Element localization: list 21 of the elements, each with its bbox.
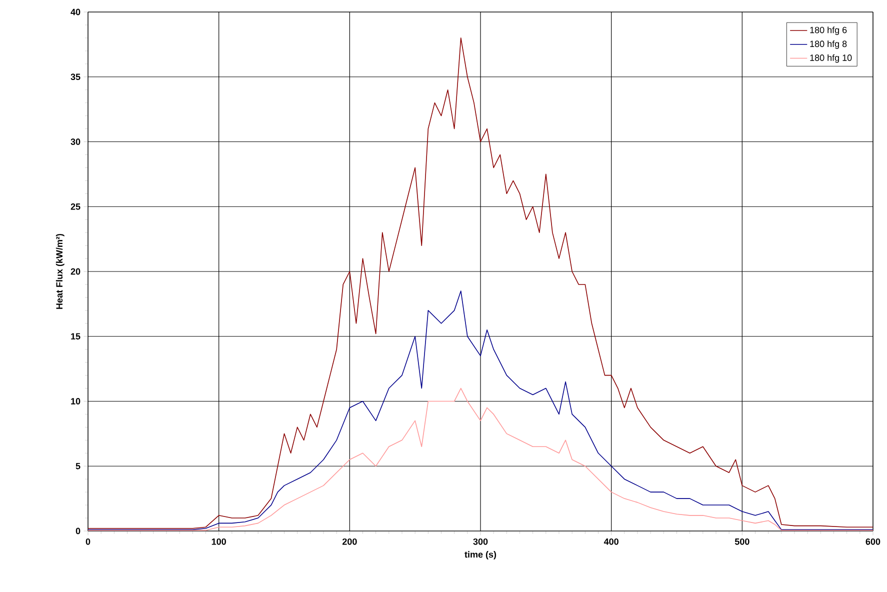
legend-label: 180 hfg 6 bbox=[810, 26, 847, 35]
x-tick-label: 600 bbox=[866, 538, 880, 545]
x-axis-title: time (s) bbox=[464, 551, 496, 560]
legend-label: 180 hfg 8 bbox=[810, 40, 847, 49]
x-tick-label: 500 bbox=[734, 538, 750, 545]
y-axis-title: Heat Flux (kW/m²) bbox=[56, 234, 64, 309]
y-tick-label: 35 bbox=[70, 74, 80, 80]
legend-label: 180 hfg 10 bbox=[810, 54, 852, 63]
y-tick-label: 15 bbox=[71, 333, 80, 340]
x-tick-label: 400 bbox=[604, 538, 618, 545]
x-tick-label: 0 bbox=[86, 538, 90, 545]
x-tick-label: 100 bbox=[212, 538, 226, 545]
y-tick-label: 25 bbox=[70, 203, 80, 210]
x-tick-label: 200 bbox=[342, 538, 357, 545]
y-tick-label: 40 bbox=[70, 8, 80, 16]
x-tick-label: 300 bbox=[473, 538, 488, 545]
y-tick-label: 20 bbox=[70, 268, 80, 275]
y-tick-label: 10 bbox=[71, 398, 80, 404]
y-tick-label: 0 bbox=[76, 528, 80, 534]
y-tick-label: 30 bbox=[70, 138, 80, 145]
y-tick-label: 5 bbox=[76, 462, 80, 470]
